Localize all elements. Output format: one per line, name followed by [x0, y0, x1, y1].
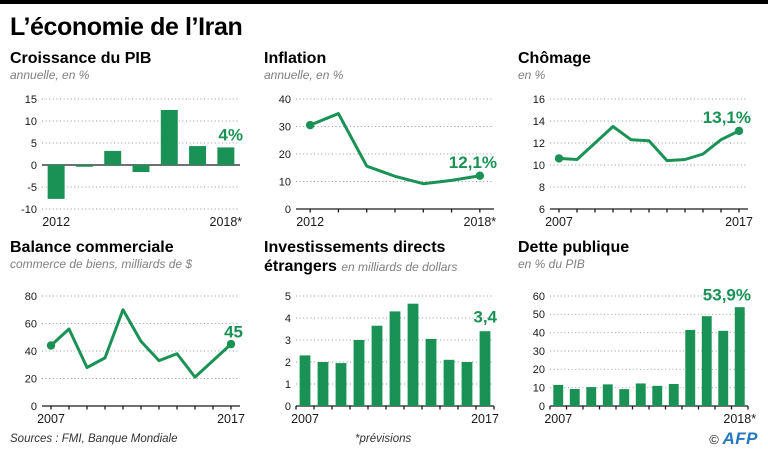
- unemployment-subtitle: en %: [518, 68, 546, 82]
- svg-text:10: 10: [25, 116, 37, 128]
- svg-text:2018*: 2018*: [464, 215, 497, 229]
- svg-text:10: 10: [533, 160, 545, 172]
- svg-text:60: 60: [25, 318, 37, 330]
- svg-text:0: 0: [285, 401, 291, 413]
- svg-text:5: 5: [285, 291, 291, 303]
- panel-foreign-investment: Investissements directs étrangers en mil…: [264, 238, 500, 428]
- trade-balance-header: Balance commerciale commerce de biens, m…: [10, 238, 246, 286]
- gdp-growth-bar-chart: 15 10 5 0 -5 -10 2012 2018* 4%: [21, 94, 243, 229]
- trade-balance-subtitle: commerce de biens, milliards de $: [10, 257, 193, 271]
- svg-text:20: 20: [533, 364, 545, 376]
- svg-text:15: 15: [25, 94, 37, 106]
- foreign-investment-title: Investissements directs étrangers: [264, 239, 446, 275]
- svg-text:2007: 2007: [291, 412, 319, 426]
- svg-text:-10: -10: [21, 204, 37, 216]
- foreign-investment-header: Investissements directs étrangers en mil…: [264, 238, 500, 286]
- svg-text:0: 0: [31, 160, 37, 172]
- svg-text:2: 2: [285, 357, 291, 369]
- copyright-symbol: ©: [709, 432, 719, 447]
- svg-text:10: 10: [279, 176, 291, 188]
- inflation-title: Inflation: [264, 50, 327, 67]
- svg-text:13,1%: 13,1%: [703, 108, 751, 127]
- svg-text:53,9%: 53,9%: [703, 286, 751, 305]
- svg-text:1: 1: [285, 379, 291, 391]
- svg-text:4%: 4%: [218, 125, 243, 144]
- svg-text:5: 5: [31, 138, 37, 150]
- public-debt-header: Dette publique en % du PIB: [518, 238, 754, 286]
- inflation-subtitle: annuelle, en %: [264, 68, 344, 82]
- svg-text:2007: 2007: [37, 412, 65, 426]
- svg-text:0: 0: [31, 401, 37, 413]
- panel-gdp-growth: Croissance du PIB annuelle, en % 15 10 5 0 -…: [10, 49, 246, 231]
- svg-text:0: 0: [285, 204, 291, 216]
- panel-trade-balance: Balance commerciale commerce de biens, m…: [10, 238, 246, 428]
- svg-text:8: 8: [539, 182, 545, 194]
- panel-unemployment: Chômage en % 16 14 12 10 8 6 2007 2017 13,1%: [518, 49, 754, 231]
- svg-text:60: 60: [533, 291, 545, 303]
- gdp-growth-header: Croissance du PIB annuelle, en %: [10, 49, 246, 89]
- svg-text:2012: 2012: [42, 215, 70, 229]
- svg-text:50: 50: [533, 309, 545, 321]
- svg-text:30: 30: [533, 346, 545, 358]
- svg-text:45: 45: [224, 322, 243, 341]
- footer: Sources : FMI, Banque Mondiale *prévisio…: [0, 429, 768, 449]
- inflation-header: Inflation annuelle, en %: [264, 49, 500, 89]
- gdp-growth-title: Croissance du PIB: [10, 50, 152, 67]
- unemployment-header: Chômage en %: [518, 49, 754, 89]
- svg-text:40: 40: [533, 327, 545, 339]
- svg-text:2012: 2012: [296, 215, 324, 229]
- svg-text:40: 40: [25, 346, 37, 358]
- svg-text:2017: 2017: [217, 412, 245, 426]
- svg-text:20: 20: [279, 149, 291, 161]
- unemployment-title: Chômage: [518, 50, 591, 67]
- svg-text:12,1%: 12,1%: [449, 153, 497, 172]
- svg-text:2007: 2007: [544, 412, 572, 426]
- afp-logo: AFP: [722, 429, 758, 448]
- svg-text:3,4: 3,4: [473, 307, 497, 326]
- svg-text:30: 30: [279, 121, 291, 133]
- svg-text:6: 6: [539, 204, 545, 216]
- panel-inflation: Inflation annuelle, en % 40 30 20 10 0 2012 20…: [264, 49, 500, 231]
- gdp-growth-subtitle: annuelle, en %: [10, 68, 90, 82]
- page-title: L’économie de l’Iran: [10, 13, 243, 41]
- afp-credit: © AFP: [709, 429, 758, 449]
- charts-grid: Croissance du PIB annuelle, en % 15 10 5 0-…: [0, 49, 768, 428]
- sources-note: Sources : FMI, Banque Mondiale: [10, 433, 178, 445]
- trade-balance-title: Balance commerciale: [10, 239, 174, 256]
- svg-text:40: 40: [279, 94, 291, 106]
- svg-text:14: 14: [533, 116, 545, 128]
- svg-text:12: 12: [533, 138, 545, 150]
- svg-text:2018*: 2018*: [723, 412, 756, 426]
- svg-text:10: 10: [533, 382, 545, 394]
- panel-public-debt: Dette publique en % du PIB 60 50 40 30 20 10 0…: [518, 238, 756, 428]
- svg-text:4: 4: [285, 313, 291, 325]
- public-debt-subtitle: en % du PIB: [518, 257, 585, 271]
- svg-text:2017: 2017: [471, 412, 499, 426]
- svg-text:16: 16: [533, 94, 545, 106]
- public-debt-title: Dette publique: [518, 239, 630, 256]
- top-divider-bar: [0, 0, 768, 4]
- svg-text:2017: 2017: [725, 215, 753, 229]
- foreign-investment-subtitle: en milliards de dollars: [341, 260, 458, 274]
- svg-text:0: 0: [539, 401, 545, 413]
- inflation-line-chart: 40 30 20 10 0 2012 2018* 12,1%: [279, 94, 497, 229]
- svg-text:-5: -5: [27, 182, 37, 194]
- svg-text:3: 3: [285, 335, 291, 347]
- svg-text:20: 20: [25, 373, 37, 385]
- previsions-note: *prévisions: [355, 433, 412, 445]
- svg-text:80: 80: [25, 291, 37, 303]
- svg-text:2018*: 2018*: [210, 215, 243, 229]
- svg-text:2007: 2007: [545, 215, 573, 229]
